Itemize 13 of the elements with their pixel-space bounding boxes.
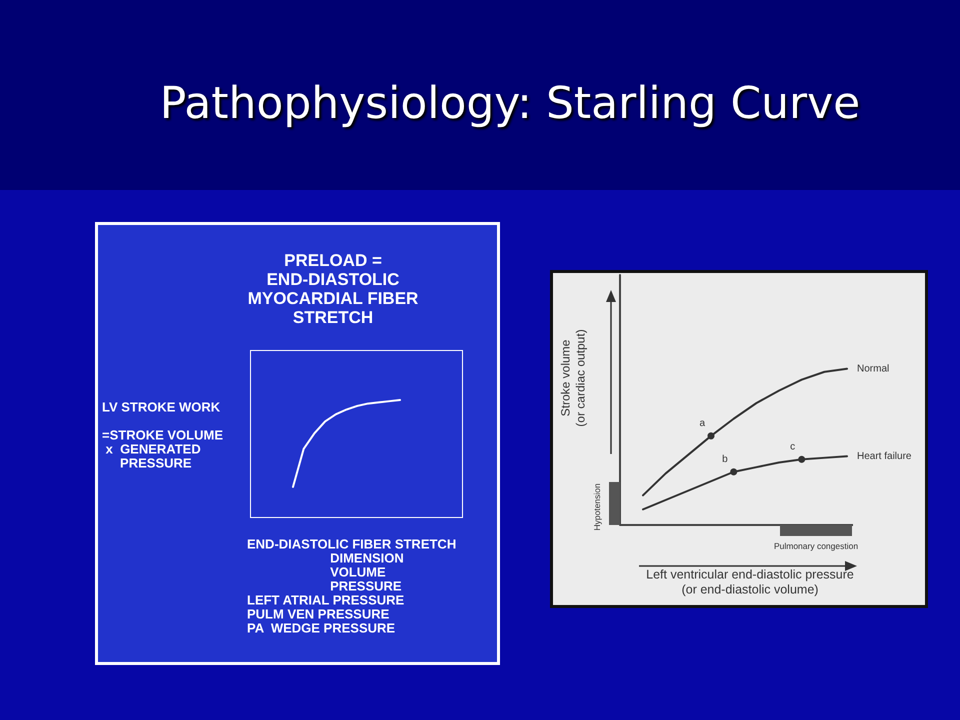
chart-subtitle: PRELOAD = END-DIASTOLIC MYOCARDIAL FIBER STRETCH	[248, 251, 418, 327]
annotation: b	[722, 454, 728, 465]
text: Pulmonary congestion	[774, 541, 858, 551]
y-axis-title: LV STROKE WORK =STROKE VOLUME x GENERATED PRESSURE	[102, 400, 224, 470]
text: Hypotension	[592, 483, 602, 531]
annotation: a	[700, 418, 706, 429]
x-axis-title: Left ventricular end-diastolic pressure (or end-diastolic volume)	[646, 568, 854, 596]
series-label: Heart failure	[857, 450, 912, 462]
x-axis-title: END-DIASTOLIC FIBER STRETCH DIMENSION VOLUME PRESSURE LEFT ATRIAL PRESSURE PULM VEN PRESSURE PA WEDGE PRESSURE	[247, 536, 456, 636]
annotation: c	[790, 441, 796, 452]
y-axis-title: Stroke volume (or cardiac output)	[558, 329, 588, 427]
text: Pathophysiology: Starling Curve	[158, 78, 862, 129]
series-label: Normal	[857, 363, 890, 374]
